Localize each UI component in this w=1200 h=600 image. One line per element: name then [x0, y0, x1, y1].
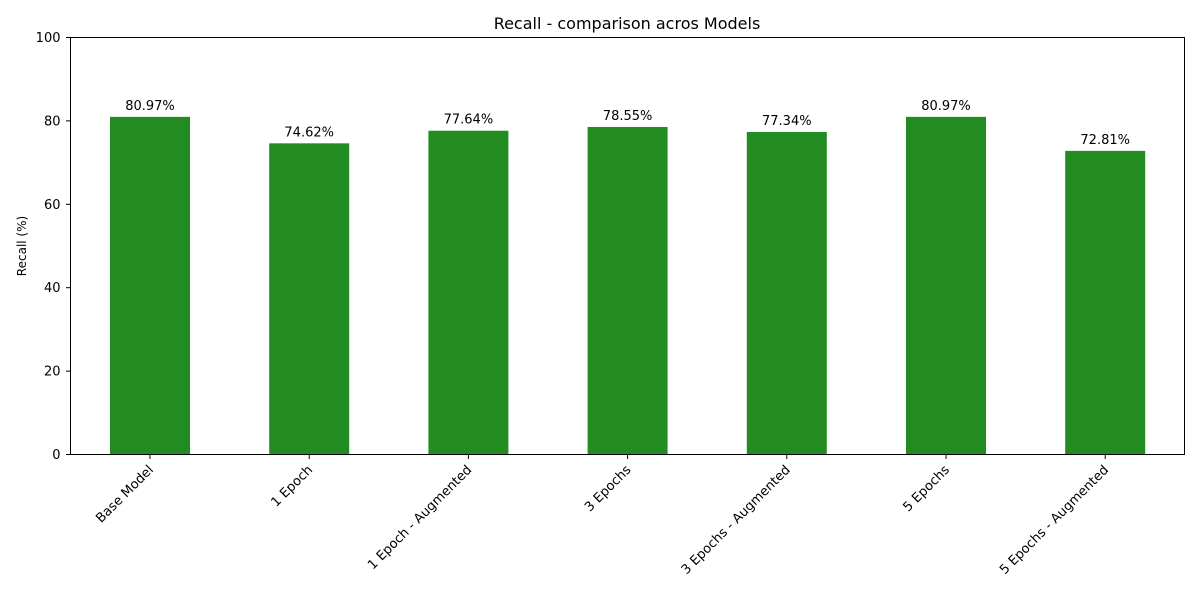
y-tick-label: 80 — [44, 114, 61, 129]
chart-title: Recall - comparison acros Models — [494, 14, 761, 33]
bar-value-label: 72.81% — [1080, 133, 1130, 148]
bar-value-label: 80.97% — [921, 99, 971, 114]
bar-value-label: 78.55% — [603, 109, 653, 124]
y-tick-label: 0 — [52, 448, 60, 463]
bars-layer — [110, 116, 1146, 455]
bar-value-labels: 80.97% 74.62% 77.64% 78.55% 77.34% 80.97% 72.8… — [125, 99, 1130, 148]
bar-value-label: 77.64% — [444, 113, 494, 128]
bar-value-label: 80.97% — [125, 99, 175, 114]
y-tick-label: 20 — [44, 365, 61, 380]
bar-7 — [1065, 150, 1146, 455]
plot-frame — [70, 37, 1185, 455]
y-tick-label: 100 — [36, 31, 61, 46]
bar-5 — [746, 131, 827, 455]
bar-2 — [269, 143, 350, 455]
bar-3 — [428, 130, 509, 455]
bar-1 — [110, 116, 190, 455]
y-tick-label: 60 — [44, 198, 61, 213]
bar-value-label: 77.34% — [762, 114, 812, 129]
y-axis-label: Recall (%) — [15, 216, 29, 276]
y-tick-label: 40 — [44, 281, 61, 296]
y-axis-ticks: 0 20 40 60 80 100 — [36, 31, 71, 463]
bar-value-label: 74.62% — [284, 125, 334, 140]
bar-6 — [906, 116, 986, 455]
bar-4 — [587, 126, 668, 455]
